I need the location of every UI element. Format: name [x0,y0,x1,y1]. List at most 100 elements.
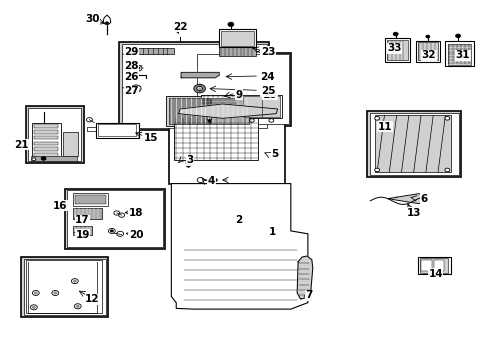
FancyBboxPatch shape [417,257,450,274]
FancyBboxPatch shape [119,42,269,130]
Text: 13: 13 [406,208,421,218]
Circle shape [134,65,142,71]
FancyBboxPatch shape [28,108,81,161]
Circle shape [108,228,115,233]
Text: 32: 32 [421,50,435,60]
Circle shape [392,32,397,36]
Text: 23: 23 [260,46,275,57]
FancyBboxPatch shape [23,258,105,315]
FancyBboxPatch shape [200,95,235,116]
FancyBboxPatch shape [420,260,431,271]
Text: 21: 21 [14,140,28,150]
Polygon shape [387,194,427,204]
Text: 18: 18 [129,208,143,218]
Text: 15: 15 [143,133,158,143]
Text: 24: 24 [260,72,275,82]
FancyBboxPatch shape [433,260,444,271]
Circle shape [41,157,46,160]
Circle shape [374,117,379,120]
Circle shape [73,280,76,282]
Text: 9: 9 [235,90,242,100]
Circle shape [54,292,57,294]
FancyBboxPatch shape [219,30,255,47]
FancyBboxPatch shape [34,136,58,139]
FancyBboxPatch shape [73,226,92,234]
Text: 6: 6 [420,194,427,204]
Circle shape [34,292,37,294]
Circle shape [455,34,460,38]
Polygon shape [181,72,219,78]
Text: 11: 11 [377,122,391,132]
Circle shape [197,177,203,183]
Text: 12: 12 [85,294,100,304]
FancyBboxPatch shape [194,53,291,126]
FancyBboxPatch shape [384,39,409,62]
FancyBboxPatch shape [34,147,58,151]
FancyBboxPatch shape [26,106,83,163]
FancyBboxPatch shape [67,190,162,247]
Text: 26: 26 [124,72,138,82]
FancyBboxPatch shape [166,96,251,126]
Circle shape [207,120,210,122]
Circle shape [185,161,190,165]
Circle shape [105,22,108,24]
Circle shape [110,230,113,232]
Circle shape [32,291,39,296]
Text: 31: 31 [455,50,469,60]
Text: 27: 27 [124,86,139,96]
Text: 17: 17 [75,215,90,225]
FancyBboxPatch shape [173,118,257,160]
Circle shape [444,117,449,120]
Circle shape [32,306,35,309]
FancyBboxPatch shape [447,44,470,64]
Text: 8: 8 [264,46,271,57]
Circle shape [444,168,449,172]
FancyBboxPatch shape [98,124,136,136]
Text: 22: 22 [173,22,187,32]
Text: 33: 33 [386,43,401,53]
FancyBboxPatch shape [168,103,285,184]
Circle shape [76,305,79,307]
FancyBboxPatch shape [32,123,61,158]
Text: 3: 3 [186,155,193,165]
Text: 10: 10 [262,90,277,100]
Text: 14: 14 [427,269,442,279]
Circle shape [32,158,36,161]
Circle shape [213,179,217,181]
Text: 4: 4 [207,176,215,186]
FancyBboxPatch shape [366,111,460,177]
FancyBboxPatch shape [419,258,447,273]
Text: 29: 29 [124,46,138,57]
Text: 7: 7 [305,291,312,301]
Circle shape [86,118,92,122]
Text: 20: 20 [129,230,143,239]
FancyBboxPatch shape [168,98,210,125]
FancyBboxPatch shape [219,47,255,56]
Circle shape [137,67,140,69]
FancyBboxPatch shape [75,195,106,204]
FancyBboxPatch shape [242,96,280,117]
Circle shape [425,35,429,38]
Circle shape [130,74,134,77]
Text: 2: 2 [235,215,242,225]
FancyBboxPatch shape [221,31,253,46]
FancyBboxPatch shape [65,189,164,249]
Circle shape [227,22,233,27]
FancyBboxPatch shape [21,257,108,317]
Polygon shape [103,15,111,25]
Circle shape [374,168,379,172]
Circle shape [119,213,124,217]
FancyBboxPatch shape [73,208,102,220]
Circle shape [114,211,120,215]
Text: 19: 19 [75,230,90,239]
Circle shape [268,119,273,122]
Circle shape [193,84,205,93]
Circle shape [196,86,202,91]
Circle shape [74,304,81,309]
FancyBboxPatch shape [31,156,77,161]
FancyBboxPatch shape [34,125,58,128]
FancyBboxPatch shape [240,95,282,118]
FancyBboxPatch shape [197,54,288,125]
FancyBboxPatch shape [131,48,174,54]
Circle shape [71,279,78,284]
